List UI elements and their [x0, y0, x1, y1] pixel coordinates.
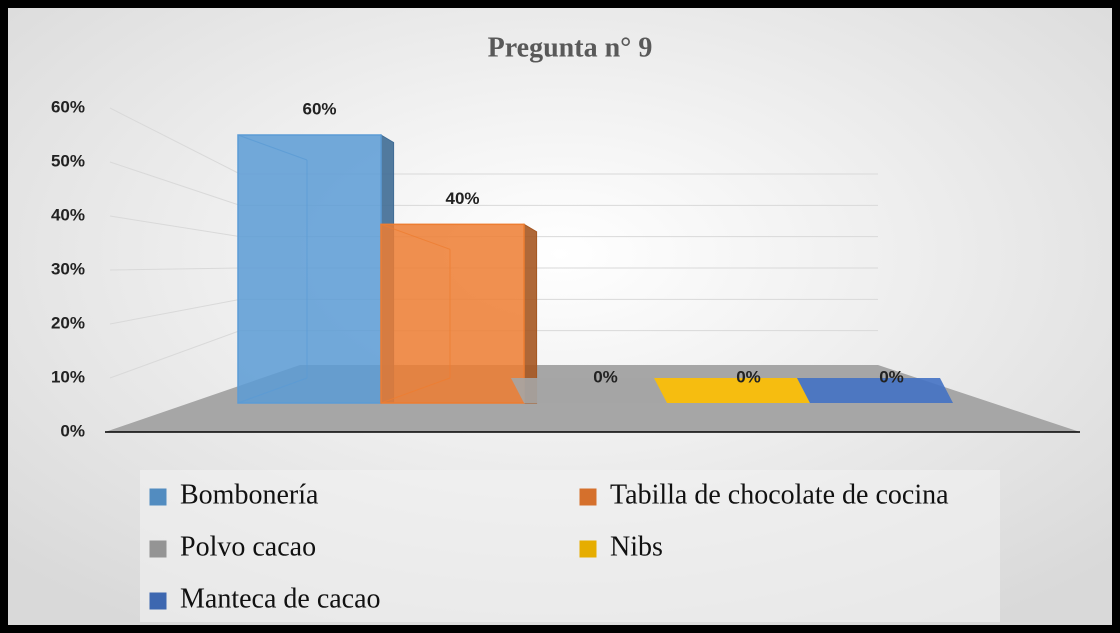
bar: [654, 378, 810, 403]
y-tick-label: 0%: [60, 421, 85, 440]
bar-edge: [380, 377, 451, 404]
data-label: 60%: [302, 99, 336, 118]
data-label: 0%: [736, 367, 761, 386]
legend-label: Nibs: [610, 531, 663, 562]
data-label: 40%: [445, 189, 479, 208]
bar-edge: [237, 134, 308, 161]
data-label: 0%: [593, 367, 618, 386]
legend-box: [140, 470, 1000, 622]
legend-label: Bombonería: [180, 479, 319, 510]
legend-label: Manteca de cacao: [180, 583, 381, 614]
legend-swatch: [149, 488, 167, 506]
chart-title: Pregunta n° 9: [488, 32, 653, 63]
legend-swatch: [579, 540, 597, 558]
y-tick-label: 20%: [51, 313, 85, 332]
bar: [380, 223, 525, 404]
legend-swatch: [149, 592, 167, 610]
bar-edge: [237, 377, 308, 404]
data-label: 0%: [879, 367, 904, 386]
legend-label: Tabilla de chocolate de cocina: [610, 479, 949, 510]
bar: [511, 378, 667, 403]
y-tick-label: 50%: [51, 151, 85, 170]
bar-side: [523, 223, 538, 404]
y-tick-label: 60%: [51, 97, 85, 116]
legend-swatch: [149, 540, 167, 558]
bar-edge: [380, 223, 451, 250]
bar: [797, 378, 953, 403]
legend-swatch: [579, 488, 597, 506]
bar: [237, 134, 382, 404]
legend-label: Polvo cacao: [180, 531, 316, 562]
y-tick-label: 40%: [51, 205, 85, 224]
y-tick-label: 30%: [51, 259, 85, 278]
y-tick-label: 10%: [51, 367, 85, 386]
